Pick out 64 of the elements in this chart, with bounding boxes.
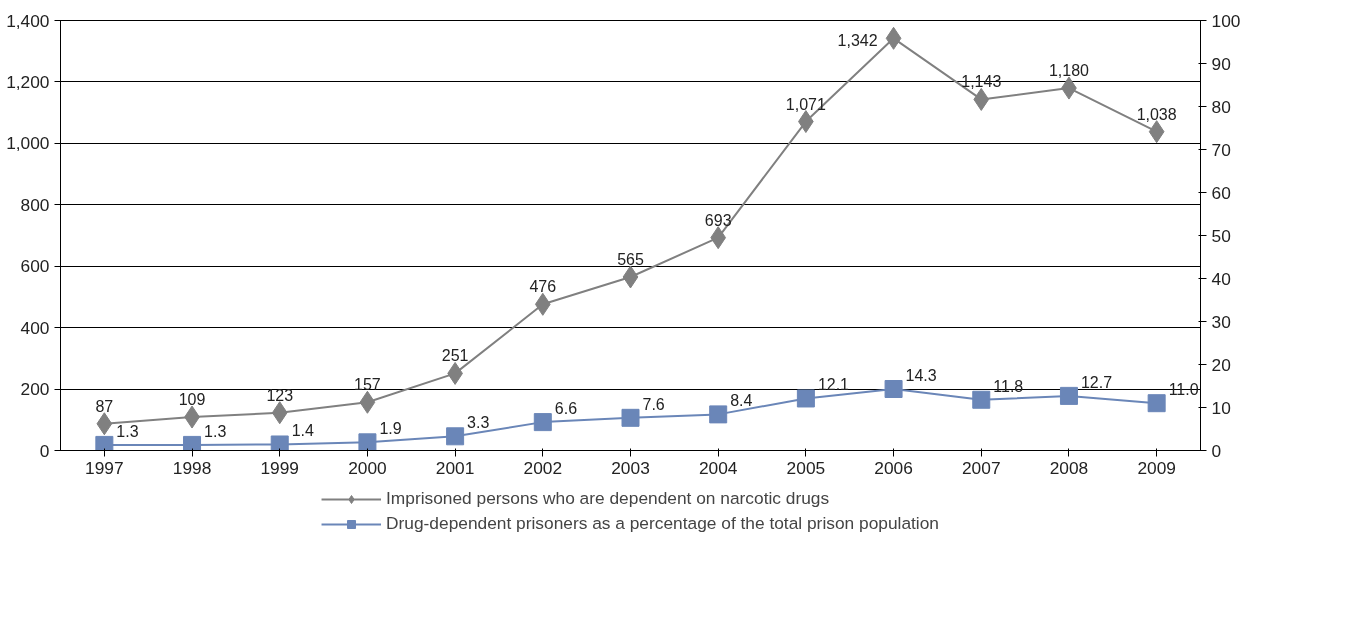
data-label: 87	[95, 397, 114, 415]
y2-tick-label: 50	[1211, 225, 1231, 246]
y2-tick-label: 30	[1211, 311, 1231, 332]
y-tick-label: 1,000	[6, 133, 50, 154]
y-tick-label: 0	[39, 440, 50, 461]
y-tick-label: 1,200	[6, 71, 50, 92]
point	[1148, 120, 1165, 144]
point	[622, 265, 639, 289]
data-label: 565	[617, 250, 644, 268]
legend-label: Drug-dependent prisoners as a percentage of the total prison population	[386, 513, 939, 534]
x-tick-label: 2006	[874, 457, 913, 478]
x-tick-label: 2005	[786, 457, 826, 478]
data-label: 3.3	[467, 414, 490, 432]
y2-tick-label: 20	[1211, 354, 1231, 375]
data-label: 251	[441, 347, 469, 365]
data-label: 123	[266, 386, 294, 404]
data-label: 14.3	[905, 367, 937, 385]
y-tick-label: 200	[20, 379, 50, 400]
data-label: 1.3	[116, 422, 139, 440]
data-label: 8.4	[730, 392, 753, 410]
y2-tick-label: 100	[1211, 10, 1241, 31]
x-tick-label: 2009	[1137, 457, 1176, 478]
x-tick-label: 1997	[85, 457, 124, 478]
y2-tick-label: 80	[1211, 96, 1231, 117]
y-tick-label: 1,400	[6, 10, 50, 31]
data-label: 1,342	[837, 32, 878, 50]
y2-tick-label: 60	[1211, 182, 1231, 203]
legend-label: Imprisoned persons who are dependent on narcotic drugs	[386, 488, 830, 509]
data-label: 6.6	[554, 400, 578, 418]
data-label: 1,071	[785, 95, 827, 113]
data-label: 1.9	[379, 420, 402, 438]
point	[96, 412, 113, 436]
point	[534, 292, 551, 316]
point	[973, 87, 990, 111]
x-tick-label: 2001	[435, 457, 475, 478]
data-label: 7.6	[642, 395, 665, 413]
data-label: 1,038	[1136, 105, 1177, 123]
y-tick-label: 600	[20, 256, 50, 277]
point	[359, 390, 376, 414]
x-tick-label: 2004	[698, 457, 738, 478]
y-tick-label: 400	[20, 317, 50, 338]
point	[271, 401, 288, 425]
data-label: 12.7	[1080, 373, 1113, 391]
point	[885, 26, 902, 50]
x-tick-label: 2000	[348, 457, 387, 478]
y2-tick-label: 90	[1211, 53, 1231, 74]
y2-tick-label: 40	[1211, 268, 1231, 289]
x-tick-label: 2002	[523, 457, 563, 478]
x-tick-label: 1998	[172, 457, 212, 478]
data-label: 109	[178, 391, 206, 409]
data-label: 1,180	[1048, 62, 1090, 80]
x-tick-label: 1999	[260, 457, 300, 478]
x-tick-label: 2007	[962, 457, 1001, 478]
data-label: 1.3	[204, 422, 227, 440]
data-label: 476	[529, 278, 557, 296]
data-label: 693	[704, 211, 732, 229]
y2-tick-label: 10	[1211, 397, 1231, 418]
y-tick-label: 800	[20, 194, 50, 215]
point	[710, 226, 727, 250]
x-tick-label: 2008	[1049, 457, 1089, 478]
y2-tick-label: 0	[1211, 440, 1222, 461]
data-label: 1.4	[291, 422, 315, 440]
x-tick-label: 2003	[611, 457, 650, 478]
y2-tick-label: 70	[1211, 139, 1231, 160]
